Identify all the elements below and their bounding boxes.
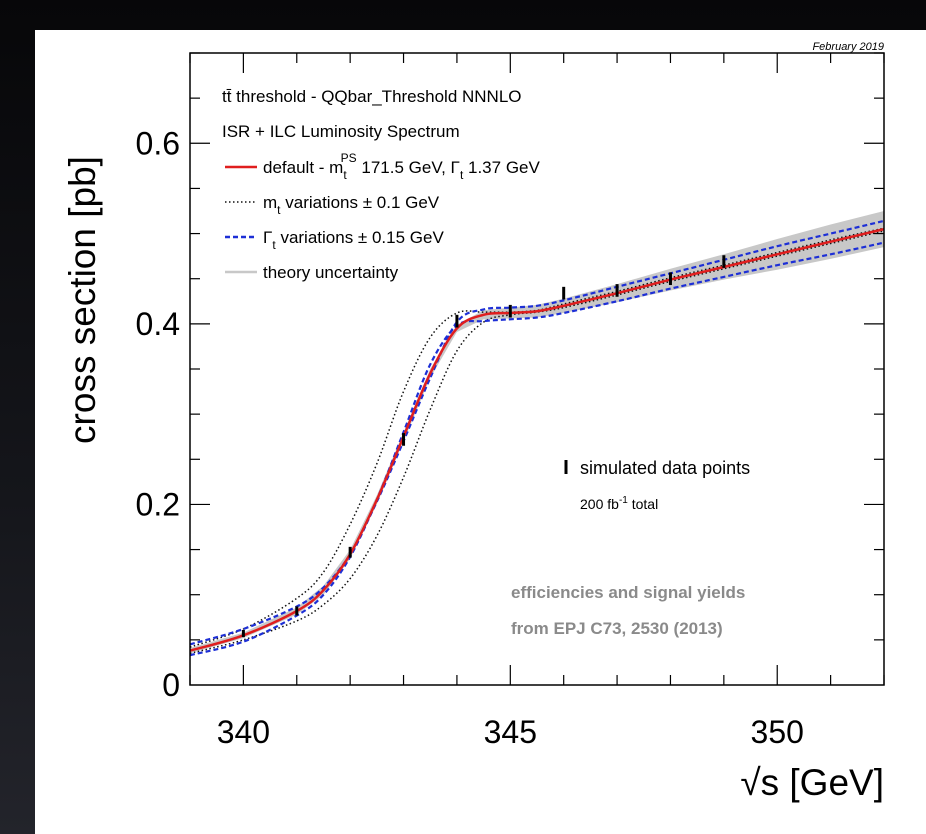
gamma-variation-upper-line — [189, 219, 885, 646]
x-tick-label-350: 350 — [751, 714, 804, 750]
legend-entry-theory: theory uncertainty — [263, 263, 399, 282]
x-tick-label-340: 340 — [217, 714, 270, 750]
y-tick-label-0: 0 — [162, 667, 180, 703]
legend-title-main: tt̄ threshold - QQbar_Threshold NNNLO — [222, 87, 522, 106]
legend-entry-gamma: Γt variations ± 0.15 GeV — [263, 228, 444, 252]
y-tick-label-0.2: 0.2 — [136, 486, 180, 522]
x-axis-title: √s [GeV] — [740, 762, 884, 803]
x-tick-label-345: 345 — [484, 714, 537, 750]
legend: tt̄ threshold - QQbar_Threshold NNNLO IS… — [222, 87, 540, 282]
annotation-lumi: 200 fb-1 total — [580, 495, 658, 512]
chart-svg: February 2019 0 0.2 0.4 0.6 340 345 350 … — [62, 41, 885, 803]
annotation-efficiency-line1: efficiencies and signal yields — [511, 583, 745, 602]
legend-entry-default: default - mtPS 171.5 GeV, Γt 1.37 GeV — [263, 151, 540, 182]
y-tick-label-0.4: 0.4 — [136, 306, 180, 342]
legend-title-sub: ISR + ILC Luminosity Spectrum — [222, 122, 460, 141]
gamma-variation-lower-line — [189, 241, 885, 657]
annotation-data-points: simulated data points — [580, 458, 750, 478]
legend-entry-mt: mt variations ± 0.1 GeV — [263, 193, 440, 217]
date-stamp: February 2019 — [812, 41, 884, 53]
y-axis-title: cross section [pb] — [62, 156, 103, 444]
chart-card: February 2019 0 0.2 0.4 0.6 340 345 350 … — [35, 30, 926, 834]
theory-uncertainty-band — [190, 211, 884, 654]
data-points-annotation: simulated data points 200 fb-1 total — [564, 458, 750, 512]
y-tick-label-0.6: 0.6 — [136, 125, 180, 161]
annotation-efficiency-line2: from EPJ C73, 2530 (2013) — [511, 619, 723, 638]
